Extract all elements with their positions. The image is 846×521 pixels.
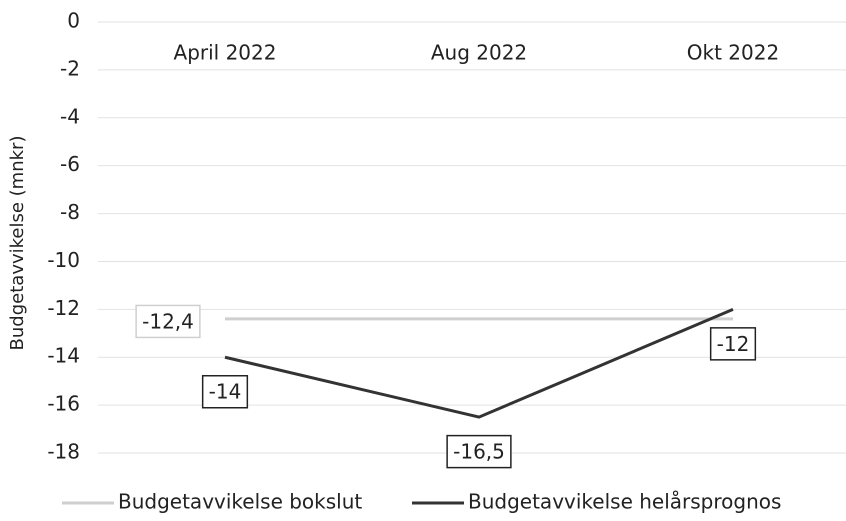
data-label-box xyxy=(135,304,201,339)
data-label: -14 xyxy=(209,380,242,404)
y-tick-label: -12 xyxy=(47,296,80,320)
y-tick-label: -18 xyxy=(47,440,80,464)
y-tick-label: 0 xyxy=(67,9,80,33)
y-tick-label: -6 xyxy=(60,152,80,176)
y-axis-title: Budgetavvikelse (mnkr) xyxy=(7,136,28,351)
data-label: -12 xyxy=(717,332,750,356)
y-tick-label: -16 xyxy=(47,392,80,416)
data-label-box xyxy=(201,374,249,409)
y-tick-label: -2 xyxy=(60,56,80,80)
x-tick-label: April 2022 xyxy=(174,41,277,65)
data-label: -12,4 xyxy=(142,309,194,333)
data-label-box xyxy=(446,434,512,469)
x-tick-label: Aug 2022 xyxy=(431,41,527,65)
y-tick-label: -8 xyxy=(60,200,80,224)
data-label: -16,5 xyxy=(453,440,505,464)
data-label-box xyxy=(709,327,757,361)
legend-label: Budgetavvikelse bokslut xyxy=(118,490,362,514)
y-tick-label: -10 xyxy=(47,248,80,272)
line xyxy=(224,307,734,419)
y-tick-label: -4 xyxy=(60,104,80,128)
y-tick-label: -14 xyxy=(47,344,80,368)
x-tick-label: Okt 2022 xyxy=(687,41,779,65)
legend-label: Budgetavvikelse helårsprognos xyxy=(468,490,781,514)
